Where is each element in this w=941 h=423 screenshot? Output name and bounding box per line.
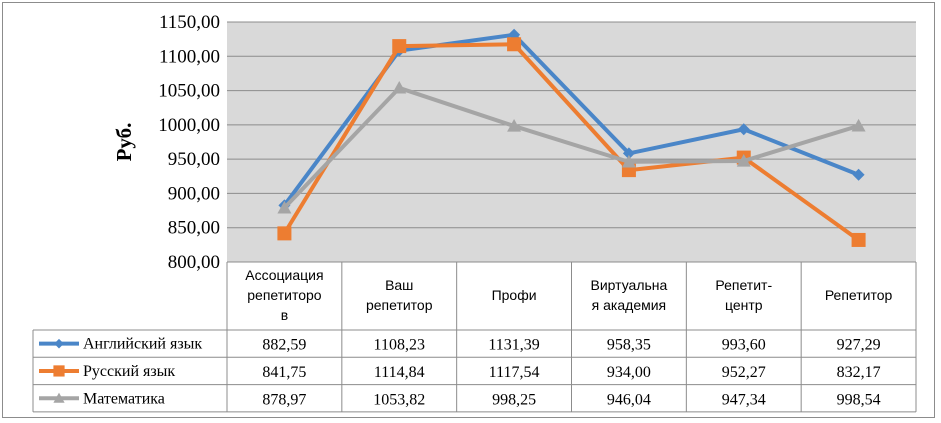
data-point-marker	[851, 232, 866, 247]
data-point-marker	[53, 365, 65, 377]
data-point-marker	[622, 147, 635, 160]
series-line	[282, 85, 860, 210]
data-table-cell: 1108,23	[374, 337, 425, 354]
data-point-marker	[621, 154, 636, 168]
y-tick-label: 950,00	[168, 149, 220, 170]
y-axis-title: Руб.	[112, 123, 136, 162]
series-square	[277, 37, 866, 247]
y-tick-label: 1000,00	[158, 115, 220, 136]
series-name: Русский язык	[83, 363, 175, 380]
data-table-cell: 934,00	[607, 364, 651, 381]
y-tick-label: 1050,00	[158, 81, 220, 102]
data-point-marker	[851, 118, 866, 132]
legend-entry: Русский язык	[39, 363, 175, 380]
x-category-label: Виртуальна я академия	[591, 277, 668, 313]
data-point-marker	[392, 80, 407, 94]
data-table-cell: 993,60	[722, 337, 766, 354]
data-point-marker	[507, 119, 522, 132]
data-table-cell: 947,34	[722, 391, 766, 408]
data-table: Ассоциация репетиторо в Ваш репетитор Профи Ви…	[32, 261, 917, 413]
series-name: Английский язык	[83, 336, 202, 353]
data-point-marker	[53, 392, 65, 403]
series-triangle	[277, 80, 866, 214]
y-tick-label: 1100,00	[159, 46, 220, 67]
data-table-cell: 998,54	[837, 391, 881, 408]
data-table-cell: 832,17	[837, 364, 881, 381]
data-point-marker	[737, 123, 750, 136]
legend-entry: Математика	[39, 390, 165, 407]
y-axis: 1150,00 1100,00 1050,00 1000,00 950,00 900,00…	[112, 12, 220, 273]
x-category-label: Ассоциация репетиторо в	[245, 267, 323, 323]
y-tick-label: 850,00	[168, 218, 220, 239]
data-point-marker	[54, 338, 64, 349]
series-name: Математика	[83, 390, 165, 407]
series-group	[277, 28, 866, 247]
data-point-marker	[736, 153, 751, 167]
y-tick-label: 1150,00	[159, 12, 220, 33]
legend-entry: Английский язык	[39, 336, 202, 353]
data-point-marker	[392, 39, 407, 54]
x-category-label: Репетитор	[825, 287, 893, 303]
data-point-marker	[277, 200, 292, 214]
data-table-cell: 1053,82	[373, 391, 425, 408]
series-line	[282, 42, 860, 242]
data-table-cell: 1114,84	[374, 364, 425, 381]
x-category-label: Ваш репетитор	[366, 277, 433, 313]
x-category-label: Профи	[492, 287, 537, 303]
x-category-label: Репетит-центр	[715, 277, 772, 313]
data-table-cell: 841,75	[262, 364, 306, 381]
data-point-marker	[852, 168, 865, 181]
data-table-cell: 998,25	[492, 391, 536, 408]
y-tick-label: 800,00	[168, 252, 220, 273]
data-table-cell: 946,04	[607, 391, 651, 408]
data-point-marker	[507, 37, 522, 52]
data-table-cell: 952,27	[722, 364, 766, 381]
data-table-cell: 927,29	[837, 337, 881, 354]
data-point-marker	[277, 226, 292, 241]
y-tick-label: 900,00	[168, 183, 220, 204]
data-table-cell: 878,97	[262, 391, 306, 408]
data-table-cell: 1131,39	[488, 337, 539, 354]
data-table-cell: 1117,54	[489, 364, 540, 381]
data-table-cell: 958,35	[607, 337, 651, 354]
data-table-cell: 882,59	[262, 337, 306, 354]
